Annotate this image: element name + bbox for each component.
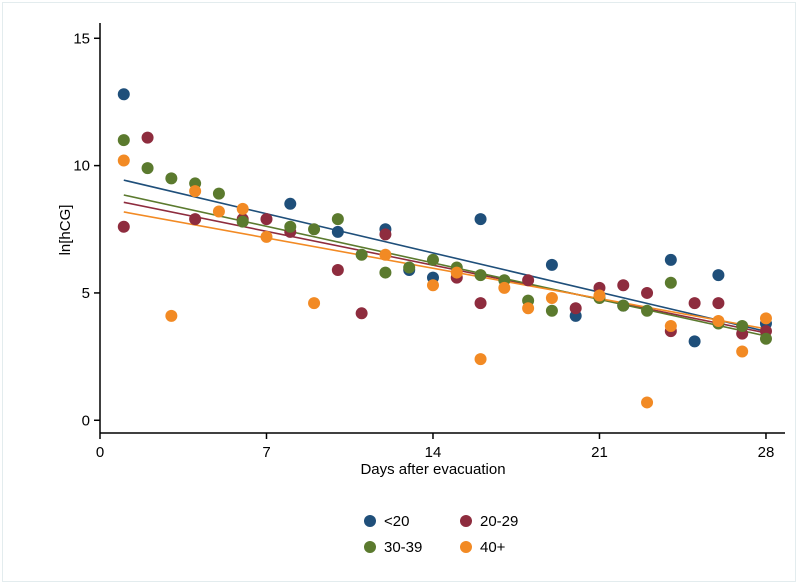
point-30-39 bbox=[617, 299, 630, 312]
point-30-39 bbox=[545, 304, 558, 317]
point-40plus bbox=[474, 353, 487, 366]
point-lt20 bbox=[474, 213, 487, 226]
point-40plus bbox=[379, 248, 392, 261]
fit-lines bbox=[123, 179, 767, 337]
y-tick-label: 0 bbox=[82, 412, 90, 429]
legend-marker-40plus bbox=[460, 541, 472, 553]
point-20-29 bbox=[617, 279, 630, 292]
legend-marker-20-29 bbox=[460, 515, 472, 527]
point-40plus bbox=[308, 297, 321, 310]
legend-label-lt20: <20 bbox=[384, 513, 409, 530]
point-lt20 bbox=[331, 225, 344, 238]
point-30-39 bbox=[212, 187, 225, 200]
point-lt20 bbox=[284, 197, 297, 210]
point-30-39 bbox=[759, 332, 772, 345]
axes: 0 5 10 15 0 7 14 21 28 bbox=[73, 23, 785, 461]
point-40plus bbox=[712, 314, 725, 327]
point-lt20 bbox=[117, 88, 130, 101]
y-tick-label: 5 bbox=[82, 285, 90, 302]
x-axis-title: Days after evacuation bbox=[360, 461, 505, 478]
point-lt20 bbox=[545, 258, 558, 271]
point-20-29 bbox=[331, 264, 344, 277]
x-tick-label: 14 bbox=[425, 444, 442, 461]
legend-label-30-39: 30-39 bbox=[384, 539, 422, 556]
point-30-39 bbox=[355, 248, 368, 261]
point-30-39 bbox=[331, 213, 344, 226]
point-30-39 bbox=[379, 266, 392, 279]
point-30-39 bbox=[117, 134, 130, 147]
y-tick-label: 15 bbox=[73, 30, 90, 47]
point-20-29 bbox=[688, 297, 701, 310]
point-40plus bbox=[664, 320, 677, 333]
point-40plus bbox=[165, 309, 178, 322]
point-20-29 bbox=[189, 213, 202, 226]
point-20-29 bbox=[641, 286, 654, 299]
point-40plus bbox=[450, 266, 463, 279]
point-30-39 bbox=[308, 223, 321, 236]
point-20-29 bbox=[712, 297, 725, 310]
x-tick-label: 0 bbox=[96, 444, 104, 461]
legend-label-40plus: 40+ bbox=[480, 539, 506, 556]
point-lt20 bbox=[712, 269, 725, 282]
fit-line-30-39 bbox=[123, 194, 767, 337]
fit-line-20-29 bbox=[123, 201, 767, 334]
point-30-39 bbox=[426, 253, 439, 266]
point-40plus bbox=[260, 230, 273, 243]
y-axis-title: ln[hCG] bbox=[57, 205, 74, 256]
point-30-39 bbox=[474, 269, 487, 282]
point-30-39 bbox=[284, 220, 297, 233]
point-40plus bbox=[545, 292, 558, 305]
point-30-39 bbox=[141, 162, 154, 175]
point-20-29 bbox=[117, 220, 130, 233]
point-40plus bbox=[212, 205, 225, 218]
point-20-29 bbox=[569, 302, 582, 315]
point-40plus bbox=[498, 281, 511, 294]
legend: <20 20-29 30-39 40+ bbox=[364, 513, 518, 556]
legend-marker-lt20 bbox=[364, 515, 376, 527]
point-40plus bbox=[189, 185, 202, 198]
x-tick-label: 28 bbox=[758, 444, 775, 461]
fit-line-lt20 bbox=[123, 179, 767, 333]
x-tick-label: 21 bbox=[591, 444, 608, 461]
point-40plus bbox=[641, 396, 654, 409]
point-20-29 bbox=[522, 274, 535, 287]
point-40plus bbox=[117, 154, 130, 167]
fit-line-40plus bbox=[123, 211, 767, 330]
point-40plus bbox=[593, 289, 606, 302]
point-30-39 bbox=[736, 320, 749, 333]
point-30-39 bbox=[664, 276, 677, 289]
point-20-29 bbox=[260, 213, 273, 226]
legend-label-20-29: 20-29 bbox=[480, 513, 518, 530]
point-30-39 bbox=[641, 304, 654, 317]
data-points bbox=[117, 88, 772, 409]
point-20-29 bbox=[355, 307, 368, 320]
point-20-29 bbox=[379, 228, 392, 241]
point-20-29 bbox=[474, 297, 487, 310]
point-30-39 bbox=[236, 215, 249, 228]
y-tick-label: 10 bbox=[73, 158, 90, 175]
point-40plus bbox=[736, 345, 749, 358]
point-40plus bbox=[426, 279, 439, 292]
point-40plus bbox=[522, 302, 535, 315]
point-30-39 bbox=[165, 172, 178, 185]
chart-svg: 0 5 10 15 0 7 14 21 28 Days after evacuation ln[… bbox=[57, 23, 785, 556]
legend-marker-30-39 bbox=[364, 541, 376, 553]
point-lt20 bbox=[688, 335, 701, 348]
point-40plus bbox=[236, 202, 249, 215]
point-20-29 bbox=[141, 131, 154, 144]
x-tick-label: 7 bbox=[262, 444, 270, 461]
point-lt20 bbox=[664, 253, 677, 266]
point-40plus bbox=[759, 312, 772, 325]
point-30-39 bbox=[403, 261, 416, 274]
